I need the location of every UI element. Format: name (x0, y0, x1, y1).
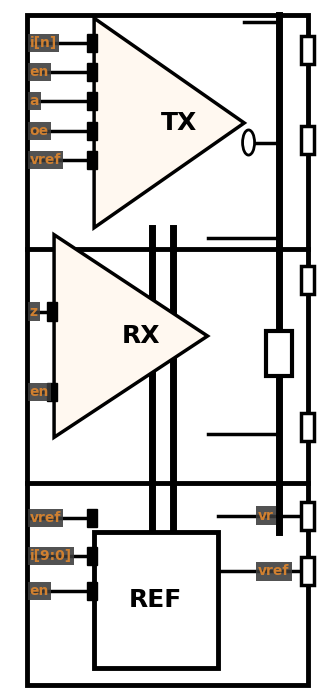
Text: vref: vref (30, 511, 61, 525)
Text: vref: vref (258, 564, 290, 578)
Bar (87, 509, 97, 526)
Bar (94, 531, 217, 668)
Bar (301, 127, 314, 155)
Text: vref: vref (30, 153, 61, 167)
Bar (87, 63, 97, 81)
Bar (301, 502, 314, 529)
Text: i[9:0]: i[9:0] (30, 549, 72, 563)
Polygon shape (54, 234, 208, 438)
Text: en: en (30, 584, 49, 598)
Text: RX: RX (122, 324, 160, 348)
Text: en: en (30, 65, 49, 79)
Text: vr: vr (258, 509, 274, 523)
Text: oe: oe (30, 124, 49, 138)
Bar (87, 34, 97, 52)
Text: i[n]: i[n] (30, 36, 57, 50)
Bar (47, 383, 57, 401)
Bar (87, 122, 97, 140)
Bar (87, 92, 97, 111)
Bar (301, 557, 314, 585)
Bar (301, 36, 314, 64)
Bar (87, 547, 97, 565)
Bar (47, 302, 57, 321)
Circle shape (243, 130, 255, 155)
Text: z: z (30, 304, 38, 318)
Bar (266, 331, 292, 376)
Polygon shape (94, 18, 244, 227)
Bar (301, 413, 314, 441)
Text: a: a (30, 94, 39, 108)
Text: en: en (30, 385, 49, 399)
Bar (87, 582, 97, 600)
Bar (301, 266, 314, 294)
Text: TX: TX (161, 111, 197, 135)
Text: REF: REF (129, 588, 183, 612)
Bar (87, 151, 97, 169)
Bar (27, 15, 308, 685)
